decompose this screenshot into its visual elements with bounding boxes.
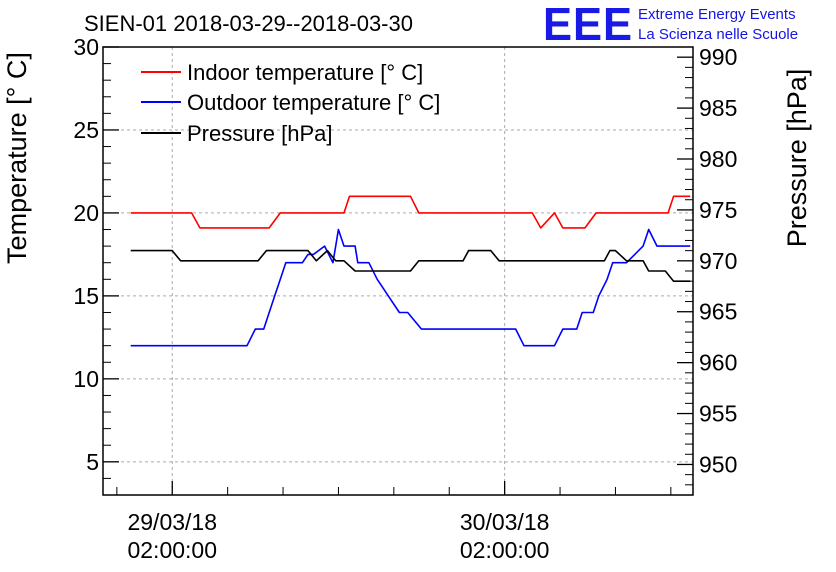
tick-labels: 5 10 15 20 25 30 950 955 960 965 970 975 980 985 990 29… [73,34,737,563]
y2-tick-label: 955 [699,401,737,427]
y-tick-label: 10 [73,366,99,392]
y-tick-label: 20 [73,200,99,226]
series-line-pressure [130,249,691,283]
series-line-outdoor-temperature [130,228,691,347]
y2-tick-label: 990 [699,44,737,70]
y2-tick-label: 985 [699,95,737,121]
y2-tick-label: 960 [699,350,737,376]
y2-tick-label: 950 [699,451,737,477]
legend-label-indoor: Indoor temperature [° C] [187,60,423,85]
legend-label-outdoor: Outdoor temperature [° C] [187,90,440,115]
logo-mark: EEE [543,0,633,50]
logo-line-1: Extreme Energy Events [638,6,796,23]
x-tick-label-time: 02:00:00 [127,537,217,563]
x-tick-label-date: 30/03/18 [460,509,550,535]
logo-line-2: La Scienza nelle Scuole [638,26,798,43]
axis-ticks [103,46,693,496]
y2-tick-label: 975 [699,197,737,223]
x-tick-label-date: 29/03/18 [127,509,217,535]
y-tick-label: 5 [86,449,99,475]
chart-title: SIEN-01 2018-03-29--2018-03-30 [84,11,413,36]
series-line-indoor-temperature [130,195,691,229]
y2-tick-label: 980 [699,146,737,172]
y2-tick-label: 970 [699,248,737,274]
y-tick-label: 30 [73,34,99,60]
grid-lines [103,47,693,495]
y2-tick-label: 965 [699,299,737,325]
x-tick-label-time: 02:00:00 [460,537,550,563]
y-tick-label: 25 [73,117,99,143]
y2-axis-title: Pressure [hPa] [782,69,812,248]
series-lines [130,195,691,347]
legend-label-pressure: Pressure [hPa] [187,121,333,146]
y-tick-label: 15 [73,283,99,309]
eee-logo: EEE Extreme Energy Events La Scienza nel… [543,0,798,50]
y-axis-title: Temperature [° C] [2,52,32,264]
legend: Indoor temperature [° C] Outdoor tempera… [141,60,440,146]
